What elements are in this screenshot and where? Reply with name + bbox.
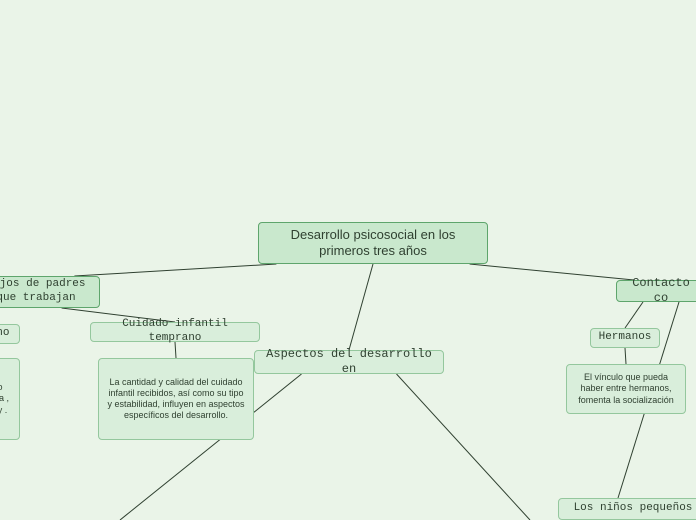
node-cuidado: Cuidado infantil temprano: [90, 322, 260, 342]
node-root: Desarrollo psicosocial en los primeros t…: [258, 222, 488, 264]
node-desc2: La cantidad y calidad del cuidado infant…: [98, 358, 254, 440]
node-desc1: tiempo eden r la , un ble y .: [0, 358, 20, 440]
nodes-layer: Desarrollo psicosocial en los primeros t…: [0, 0, 696, 520]
node-desc3: El vínculo que pueda haber entre hermano…: [566, 364, 686, 414]
node-hijos: hijos de padres que trabajan: [0, 276, 100, 308]
node-hermanos: Hermanos: [590, 328, 660, 348]
node-ninos: Los niños pequeños: [558, 498, 696, 520]
node-terno: terno: [0, 324, 20, 344]
node-contacto: Contacto co: [616, 280, 696, 302]
node-aspectos: Aspectos del desarrollo en: [254, 350, 444, 374]
